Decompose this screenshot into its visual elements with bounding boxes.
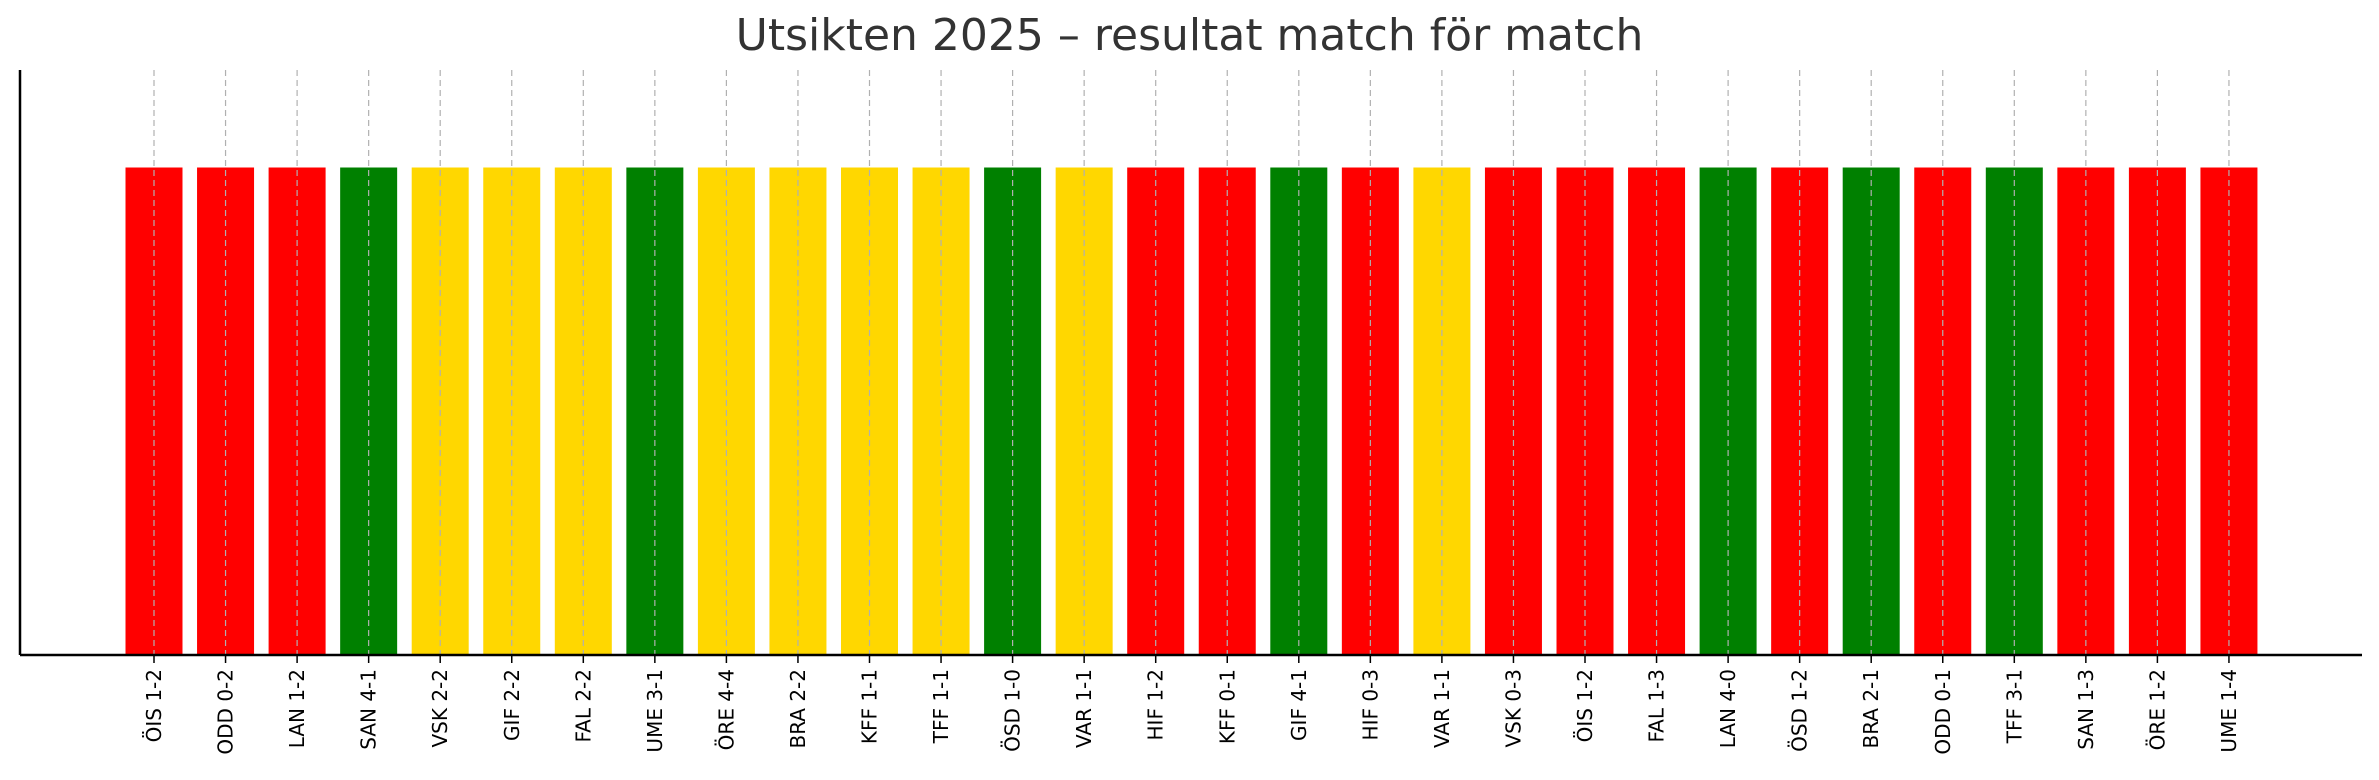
x-tick-label-27: SAN 1-3 <box>2074 669 2098 750</box>
gridlines <box>153 70 2230 655</box>
x-tick-label-1: ODD 0-2 <box>214 669 238 755</box>
x-tick-label-10: KFF 1-1 <box>858 669 882 744</box>
x-tick-label-24: BRA 2-1 <box>1859 669 1883 749</box>
x-tick-label-20: ÖIS 1-2 <box>1573 669 1597 742</box>
x-tick-label-26: TFF 3-1 <box>2002 669 2026 744</box>
axes <box>18 70 2362 657</box>
bars <box>125 167 2258 655</box>
x-tick-label-9: BRA 2-2 <box>786 669 810 749</box>
x-tick-label-25: ODD 0-1 <box>1931 669 1955 755</box>
x-tick-label-12: ÖSD 1-0 <box>1001 669 1025 752</box>
x-tick-label-28: ÖRE 1-2 <box>2145 669 2169 750</box>
x-tick-label-14: HIF 1-2 <box>1144 669 1168 740</box>
x-tick-label-4: VSK 2-2 <box>428 669 452 748</box>
x-tick-label-8: ÖRE 4-4 <box>714 669 738 750</box>
x-tick-label-0: ÖIS 1-2 <box>142 669 166 742</box>
x-tick-label-6: FAL 2-2 <box>571 669 595 743</box>
x-tick-label-5: GIF 2-2 <box>500 669 524 741</box>
chart-title: Utsikten 2025 – resultat match för match <box>735 10 1644 61</box>
x-tick-label-19: VSK 0-3 <box>1501 669 1525 748</box>
x-tick-labels: ÖIS 1-2 ODD 0-2 LAN 1-2 SAN 4-1 VSK 2-2 GIF 2… <box>142 655 2241 755</box>
x-tick-label-11: TFF 1-1 <box>929 669 953 744</box>
x-tick-label-2: LAN 1-2 <box>285 669 309 748</box>
x-tick-label-15: KFF 0-1 <box>1215 669 1239 744</box>
x-tick-label-21: FAL 1-3 <box>1645 669 1669 743</box>
x-tick-label-13: VAR 1-1 <box>1072 669 1096 748</box>
x-tick-label-29: UME 1-4 <box>2217 669 2241 753</box>
x-tick-label-23: ÖSD 1-2 <box>1788 669 1812 752</box>
x-tick-label-3: SAN 4-1 <box>357 669 381 750</box>
x-tick-label-7: UME 3-1 <box>643 669 667 753</box>
x-tick-label-17: HIF 0-3 <box>1358 669 1382 740</box>
x-tick-label-18: VAR 1-1 <box>1430 669 1454 748</box>
x-tick-label-22: LAN 4-0 <box>1716 669 1740 748</box>
x-tick-label-16: GIF 4-1 <box>1287 669 1311 741</box>
